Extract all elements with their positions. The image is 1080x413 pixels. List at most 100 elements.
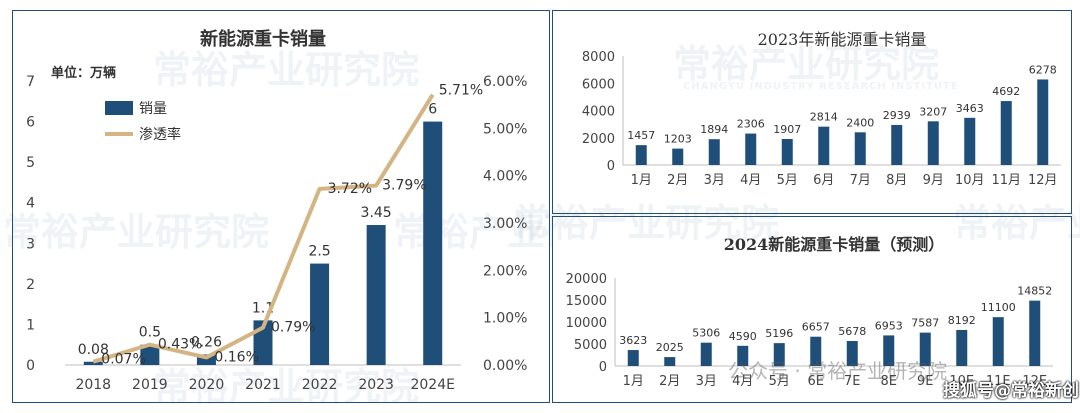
x-tick-label: 1月 <box>623 374 644 389</box>
y-tick-left: 3 <box>26 236 35 252</box>
watermark-brand: 常裕产业研究院 <box>953 201 1080 245</box>
x-tick-label: 6月 <box>813 173 834 188</box>
line-data-label: 0.79% <box>271 320 315 336</box>
x-tick-label: 2021 <box>245 377 281 393</box>
watermark-brand: 常裕产业研究院 <box>3 210 270 254</box>
line-data-label: 3.79% <box>382 178 426 194</box>
line-data-label: 0.43% <box>158 337 202 353</box>
bar <box>927 121 939 165</box>
bar-data-label: 0.5 <box>139 325 161 341</box>
bar-data-label: 2306 <box>737 118 765 131</box>
x-tick-label: 4月 <box>732 374 753 389</box>
y-tick: 20000 <box>566 272 607 287</box>
y-tick-right: 1.00% <box>483 311 527 327</box>
legend-bar-label: 销量 <box>139 101 167 117</box>
x-tick-label: 5月 <box>769 374 790 389</box>
x-tick-label: 11月 <box>991 173 1021 188</box>
watermark-brand: 常裕产业研究院 <box>673 42 940 86</box>
y-tick: 0 <box>607 159 615 174</box>
x-tick-label: 2月 <box>659 374 680 389</box>
bar <box>1000 101 1012 165</box>
bar-data-label: 2814 <box>810 111 838 124</box>
bar-data-label: 3463 <box>956 102 984 115</box>
bar <box>818 126 830 165</box>
x-tick-label: 5月 <box>777 173 798 188</box>
bar <box>366 225 386 365</box>
y-tick: 2000 <box>582 132 615 147</box>
bar-data-label: 6278 <box>1029 63 1057 76</box>
x-tick-label: 6E <box>808 374 825 389</box>
x-tick-label: 12E <box>1022 374 1047 389</box>
bar <box>781 139 793 165</box>
sales-chart-panel: 常裕产业研究院 常裕产业研究院 常裕产业研究院 常裕产业研究院 新能源重卡销量单… <box>3 10 659 409</box>
bar <box>1037 79 1049 165</box>
bar-data-label: 1203 <box>664 133 692 146</box>
y-tick-left: 1 <box>26 317 35 333</box>
x-tick-label: 9月 <box>923 173 944 188</box>
bar-data-label: 6 <box>428 102 437 118</box>
chart-title: 新能源重卡销量 <box>200 28 326 50</box>
bar <box>635 145 647 165</box>
bar-data-label: 4590 <box>729 330 757 343</box>
x-tick-label: 2022 <box>302 377 338 393</box>
bar-data-label: 1457 <box>627 129 655 142</box>
x-tick-label: 8月 <box>886 173 907 188</box>
y-tick-left: 6 <box>26 115 35 131</box>
line-data-label: 0.16% <box>214 349 258 365</box>
bar <box>956 329 968 366</box>
watermark-subtitle: CHANGYU INDUSTRY RESEARCH INSTITUTE <box>683 81 959 92</box>
line-data-label: 3.72% <box>328 181 372 197</box>
y-tick-left: 5 <box>26 155 35 171</box>
y-tick-right: 6.00% <box>483 74 527 90</box>
bar-data-label: 3207 <box>919 105 947 118</box>
x-tick-label: 7E <box>844 374 861 389</box>
bar-data-label: 0.26 <box>191 334 222 350</box>
legend-line-label: 渗透率 <box>139 126 181 143</box>
line-data-label: 5.71% <box>439 83 483 99</box>
bar-data-label: 3623 <box>619 334 647 347</box>
x-tick-label: 3月 <box>696 374 717 389</box>
bar-data-label: 5196 <box>765 327 793 340</box>
bar <box>992 317 1004 366</box>
x-tick-label: 10E <box>949 374 974 389</box>
y-tick: 5000 <box>574 338 607 353</box>
bar-data-label: 1907 <box>773 123 801 136</box>
bar-data-label: 2025 <box>656 341 684 354</box>
x-tick-label: 11E <box>986 374 1011 389</box>
bar <box>846 341 858 366</box>
bar-data-label: 2400 <box>846 116 874 129</box>
bar <box>423 121 443 365</box>
bar <box>773 343 785 366</box>
y-tick-right: 3.00% <box>483 216 527 232</box>
bar <box>1029 300 1041 366</box>
y-tick-left: 7 <box>26 74 35 90</box>
bar <box>310 263 330 365</box>
y-tick-right: 0.00% <box>483 358 527 374</box>
bar <box>891 124 903 165</box>
bar <box>700 342 712 366</box>
y-tick-right: 2.00% <box>483 263 527 279</box>
y-tick-right: 5.00% <box>483 121 527 137</box>
line-data-label: 0.07% <box>101 352 145 368</box>
y-tick: 15000 <box>566 294 607 309</box>
bar-data-label: 3.45 <box>361 205 392 221</box>
bar-data-label: 6657 <box>802 321 830 334</box>
bar-data-label: 1894 <box>700 123 728 136</box>
chart-title: 2024新能源重卡销量（预测） <box>724 235 945 254</box>
y-tick-right: 4.00% <box>483 169 527 185</box>
bar-data-label: 5678 <box>838 325 866 338</box>
unit-label: 单位：万辆 <box>51 65 116 81</box>
bar-data-label: 8192 <box>948 314 976 327</box>
bar-chart-2023: 2023年新能源重卡销量 0 2000 4000 6000 8000 1457 1月 1203 2… <box>582 30 1061 188</box>
x-tick-label: 12月 <box>1028 173 1058 188</box>
bar <box>708 139 720 165</box>
x-tick-label: 2023 <box>358 377 394 393</box>
x-tick-label: 2020 <box>189 377 225 393</box>
bar-data-label: 0.08 <box>78 342 109 358</box>
sohu-watermark: 搜狐号@常裕新创 <box>943 381 1079 401</box>
bar <box>627 350 639 366</box>
y-tick-left: 0 <box>26 358 35 374</box>
bar <box>964 117 976 165</box>
legend-bar-swatch <box>105 101 133 115</box>
